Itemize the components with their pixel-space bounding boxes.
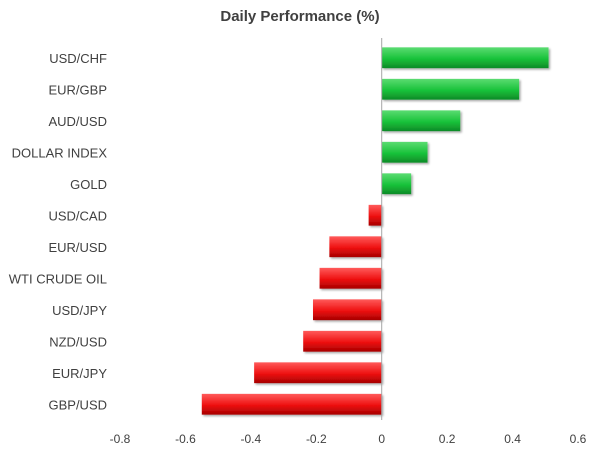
bar-gbp-usd <box>201 393 382 415</box>
x-tick-label: -0.8 <box>110 432 131 446</box>
tick-labels: -0.8 -0.6 -0.4 -0.2 0 0.2 0.4 0.6 <box>110 432 587 446</box>
x-tick-label: -0.4 <box>241 432 262 446</box>
bar-nzd-usd <box>303 330 382 352</box>
category-label-gbp-usd: GBP/USD <box>48 397 107 412</box>
x-tick-label: 0.6 <box>570 432 587 446</box>
category-label-usd-jpy: USD/JPY <box>52 303 107 318</box>
category-label-eur-jpy: EUR/JPY <box>52 366 107 381</box>
category-labels: USD/CHF EUR/GBP AUD/USD DOLLAR INDEX GOLD USD… <box>9 51 108 413</box>
category-label-gold: GOLD <box>70 177 107 192</box>
bar-wti-crude-oil <box>319 267 382 289</box>
category-label-aud-usd: AUD/USD <box>48 114 107 129</box>
bar-usd-chf <box>381 47 549 69</box>
category-label-usd-chf: USD/CHF <box>49 51 107 66</box>
category-label-eur-gbp: EUR/GBP <box>48 82 107 97</box>
bar-gold <box>381 173 412 195</box>
bar-eur-gbp <box>381 78 520 100</box>
x-tick-label: 0.2 <box>439 432 456 446</box>
bar-dollar-index <box>381 141 428 163</box>
bars-layer <box>201 47 549 415</box>
bar-eur-jpy <box>254 362 382 384</box>
x-tick-label: 0.4 <box>504 432 521 446</box>
category-label-eur-usd: EUR/USD <box>48 240 107 255</box>
x-tick-label: -0.2 <box>306 432 327 446</box>
bar-usd-jpy <box>313 299 382 321</box>
bar-aud-usd <box>381 110 461 132</box>
bar-eur-usd <box>329 236 382 258</box>
category-label-usd-cad: USD/CAD <box>48 208 107 223</box>
category-label-wti-crude-oil: WTI CRUDE OIL <box>9 271 107 286</box>
x-tick-label: -0.6 <box>175 432 196 446</box>
category-label-nzd-usd: NZD/USD <box>49 334 107 349</box>
chart-title: Daily Performance (%) <box>220 8 380 25</box>
bar-usd-cad <box>368 204 382 226</box>
x-tick-label: 0 <box>378 432 385 446</box>
category-label-dollar-index: DOLLAR INDEX <box>12 145 108 160</box>
